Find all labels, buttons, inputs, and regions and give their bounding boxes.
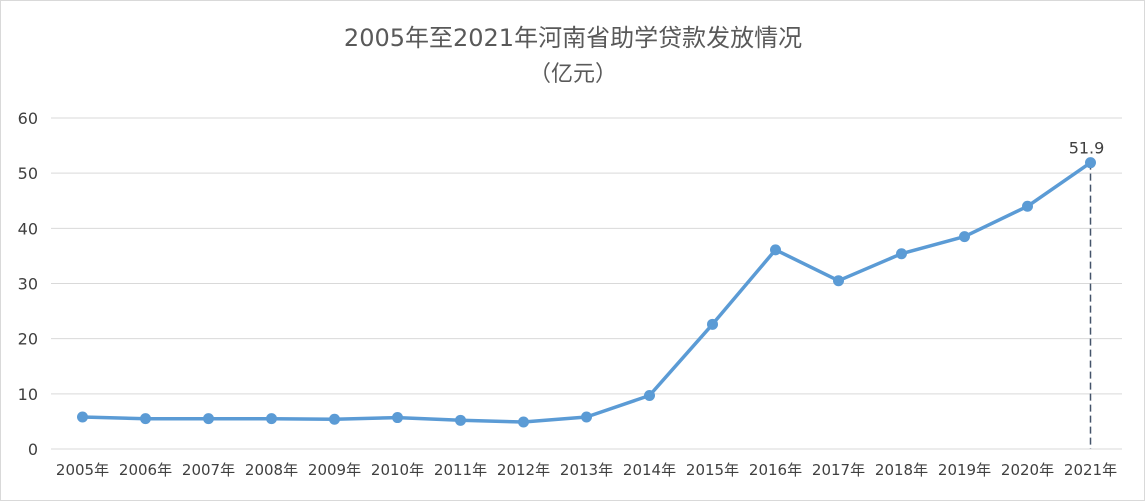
annotations: 51.9 bbox=[1069, 139, 1105, 449]
x-tick-label: 2005年 bbox=[56, 461, 109, 479]
x-tick-label: 2007年 bbox=[182, 461, 235, 479]
y-tick-label: 0 bbox=[28, 440, 38, 459]
x-tick-label: 2010年 bbox=[371, 461, 424, 479]
x-tick-label: 2006年 bbox=[119, 461, 172, 479]
data-label: 51.9 bbox=[1069, 139, 1105, 158]
data-point bbox=[896, 248, 907, 260]
x-tick-label: 2021年 bbox=[1064, 461, 1117, 479]
data-point bbox=[329, 413, 340, 425]
x-tick-label: 2012年 bbox=[497, 461, 550, 479]
x-tick-label: 2018年 bbox=[875, 461, 928, 479]
y-axis-ticks: 0 10 20 30 40 50 60 bbox=[18, 109, 38, 459]
data-point bbox=[959, 231, 970, 243]
data-point bbox=[581, 411, 592, 423]
data-point bbox=[1022, 200, 1033, 212]
x-tick-label: 2015年 bbox=[686, 461, 739, 479]
chart-subtitle: （亿元） bbox=[529, 62, 617, 87]
x-tick-label: 2011年 bbox=[434, 461, 487, 479]
series-group bbox=[77, 157, 1096, 428]
data-point bbox=[140, 413, 151, 425]
data-point bbox=[770, 244, 781, 256]
x-axis-ticks: 2005年 2006年 2007年 2008年 2009年 2010年 2011年 2012年… bbox=[56, 461, 1117, 479]
y-tick-label: 30 bbox=[18, 275, 38, 294]
x-tick-label: 2008年 bbox=[245, 461, 298, 479]
x-tick-label: 2009年 bbox=[308, 461, 361, 479]
y-tick-label: 10 bbox=[18, 385, 38, 404]
x-tick-label: 2013年 bbox=[560, 461, 613, 479]
gridlines bbox=[51, 117, 1122, 450]
data-point bbox=[707, 318, 718, 330]
data-point bbox=[833, 275, 844, 287]
data-point bbox=[518, 416, 529, 428]
x-tick-label: 2014年 bbox=[623, 461, 676, 479]
data-point bbox=[455, 414, 466, 426]
x-tick-label: 2016年 bbox=[749, 461, 802, 479]
series-line bbox=[80, 160, 1093, 424]
y-tick-label: 40 bbox=[18, 219, 38, 238]
data-point bbox=[1085, 157, 1096, 169]
data-point bbox=[644, 389, 655, 401]
data-point bbox=[266, 413, 277, 425]
x-tick-label: 2020年 bbox=[1001, 461, 1054, 479]
x-tick-label: 2019年 bbox=[938, 461, 991, 479]
y-tick-label: 60 bbox=[18, 109, 38, 128]
x-tick-label: 2017年 bbox=[812, 461, 865, 479]
data-point bbox=[77, 411, 88, 423]
y-tick-label: 50 bbox=[18, 164, 38, 183]
data-point bbox=[392, 412, 403, 424]
chart-title: 2005年至2021年河南省助学贷款发放情况 bbox=[344, 24, 802, 52]
data-point bbox=[203, 413, 214, 425]
y-tick-label: 20 bbox=[18, 330, 38, 349]
